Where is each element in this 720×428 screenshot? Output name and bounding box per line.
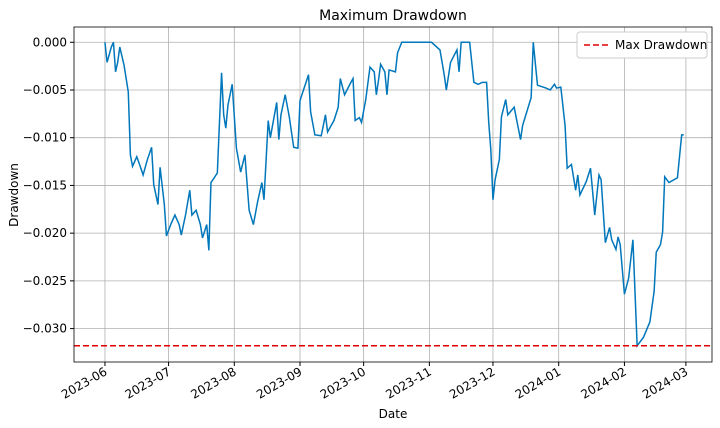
- chart-title: Maximum Drawdown: [319, 8, 467, 24]
- x-tick-label: 2023-10: [318, 364, 368, 401]
- plot-frame: [73, 26, 713, 363]
- x-tick-label: 2023-09: [254, 364, 304, 401]
- y-tick-label: −0.025: [23, 274, 67, 288]
- y-tick-label: −0.005: [23, 83, 67, 97]
- y-tick-label: −0.015: [23, 178, 67, 192]
- x-tick-label: 2023-07: [123, 364, 173, 401]
- legend-box: [576, 31, 708, 59]
- y-tick-label: −0.010: [23, 131, 67, 145]
- y-tick-label: 0.000: [33, 35, 67, 49]
- x-tick-label: 2023-08: [188, 364, 238, 401]
- x-tick-label: 2023-12: [447, 364, 497, 401]
- x-tick-label: 2024-01: [513, 364, 563, 401]
- y-axis-label: Drawdown: [7, 163, 21, 227]
- y-tick-label: −0.020: [23, 226, 67, 240]
- x-tick-label: 2023-11: [383, 364, 433, 401]
- x-tick-label: 2023-06: [59, 364, 109, 401]
- y-tick-label: −0.030: [23, 322, 67, 336]
- x-axis-label: Date: [379, 407, 408, 421]
- series-line: [104, 41, 684, 348]
- legend-label: Max Drawdown: [615, 38, 707, 52]
- x-tick-label: 2024-03: [640, 364, 690, 401]
- x-tick-label: 2024-02: [579, 364, 629, 401]
